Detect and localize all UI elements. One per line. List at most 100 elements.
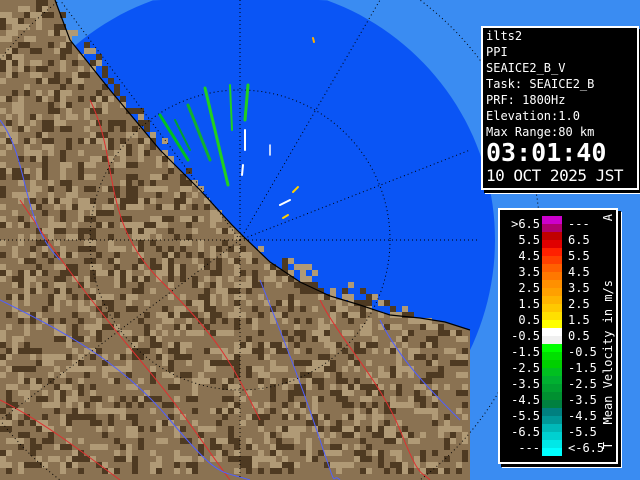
terrain-cell xyxy=(156,186,162,192)
terrain-cell xyxy=(90,96,96,102)
terrain-cell xyxy=(72,360,78,366)
terrain-cell xyxy=(306,372,312,378)
terrain-cell xyxy=(324,450,330,456)
terrain-cell xyxy=(216,210,222,216)
terrain-cell xyxy=(126,414,132,420)
legend-upper-bound: --- xyxy=(568,217,590,231)
terrain-cell xyxy=(366,360,372,366)
terrain-cell xyxy=(0,168,6,174)
terrain-cell xyxy=(60,222,66,228)
terrain-cell xyxy=(282,414,288,420)
legend-color-swatch xyxy=(542,296,562,312)
terrain-cell xyxy=(234,384,240,390)
terrain-cell xyxy=(150,450,156,456)
terrain-cell xyxy=(198,378,204,384)
terrain-cell xyxy=(270,360,276,366)
terrain-cell xyxy=(408,330,414,336)
terrain-cell xyxy=(264,342,270,348)
terrain-cell xyxy=(354,414,360,420)
terrain-cell xyxy=(258,282,264,288)
terrain-cell xyxy=(114,120,120,126)
terrain-cell xyxy=(48,78,54,84)
terrain-cell xyxy=(0,222,6,228)
terrain-cell xyxy=(18,102,24,108)
terrain-cell xyxy=(264,456,270,462)
terrain-cell xyxy=(408,402,414,408)
terrain-cell xyxy=(378,366,384,372)
terrain-cell xyxy=(90,354,96,360)
terrain-cell xyxy=(210,318,216,324)
terrain-cell xyxy=(150,174,156,180)
terrain-cell xyxy=(222,360,228,366)
terrain-cell xyxy=(414,318,420,324)
terrain-cell xyxy=(432,336,438,342)
terrain-cell xyxy=(126,360,132,366)
terrain-cell xyxy=(426,318,432,324)
terrain-cell xyxy=(324,438,330,444)
terrain-cell xyxy=(120,270,126,276)
terrain-cell xyxy=(102,324,108,330)
terrain-cell xyxy=(180,216,186,222)
terrain-cell xyxy=(36,264,42,270)
legend-upper-bound: 3.5 xyxy=(568,281,590,295)
terrain-cell xyxy=(54,354,60,360)
terrain-cell xyxy=(84,138,90,144)
terrain-cell xyxy=(318,354,324,360)
terrain-cell xyxy=(66,48,72,54)
terrain-cell xyxy=(132,462,138,468)
terrain-cell xyxy=(210,348,216,354)
terrain-cell xyxy=(54,264,60,270)
terrain-cell xyxy=(42,6,48,12)
terrain-cell xyxy=(114,150,120,156)
terrain-cell xyxy=(252,462,258,468)
terrain-cell xyxy=(192,276,198,282)
terrain-cell xyxy=(282,432,288,438)
terrain-cell xyxy=(444,426,450,432)
terrain-cell xyxy=(162,204,168,210)
terrain-cell xyxy=(282,300,288,306)
terrain-cell xyxy=(336,462,342,468)
terrain-cell xyxy=(48,258,54,264)
legend-row: -2.5 -1.5 xyxy=(500,360,597,376)
terrain-cell xyxy=(276,270,282,276)
terrain-cell xyxy=(6,462,12,468)
terrain-cell xyxy=(198,432,204,438)
terrain-cell xyxy=(66,426,72,432)
terrain-cell xyxy=(30,204,36,210)
terrain-cell xyxy=(342,312,348,318)
terrain-cell xyxy=(72,462,78,468)
terrain-cell xyxy=(210,456,216,462)
terrain-cell xyxy=(216,360,222,366)
terrain-cell xyxy=(198,438,204,444)
terrain-cell xyxy=(282,264,288,270)
terrain-cell xyxy=(288,444,294,450)
terrain-cell xyxy=(60,66,66,72)
terrain-cell xyxy=(72,348,78,354)
terrain-cell xyxy=(402,330,408,336)
legend-color-swatch xyxy=(542,312,562,328)
terrain-cell xyxy=(54,300,60,306)
terrain-cell xyxy=(18,282,24,288)
terrain-cell xyxy=(168,420,174,426)
terrain-cell xyxy=(120,246,126,252)
terrain-cell xyxy=(240,396,246,402)
terrain-cell xyxy=(12,168,18,174)
terrain-cell xyxy=(60,444,66,450)
terrain-cell xyxy=(174,432,180,438)
terrain-cell xyxy=(168,384,174,390)
terrain-cell xyxy=(102,72,108,78)
terrain-cell xyxy=(48,150,54,156)
terrain-cell xyxy=(360,348,366,354)
terrain-cell xyxy=(354,408,360,414)
terrain-cell xyxy=(30,444,36,450)
terrain-cell xyxy=(126,372,132,378)
terrain-cell xyxy=(330,444,336,450)
terrain-cell xyxy=(192,396,198,402)
terrain-cell xyxy=(246,336,252,342)
terrain-cell xyxy=(42,414,48,420)
terrain-cell xyxy=(162,312,168,318)
terrain-cell xyxy=(126,192,132,198)
terrain-cell xyxy=(138,204,144,210)
terrain-cell xyxy=(78,354,84,360)
terrain-cell xyxy=(390,384,396,390)
